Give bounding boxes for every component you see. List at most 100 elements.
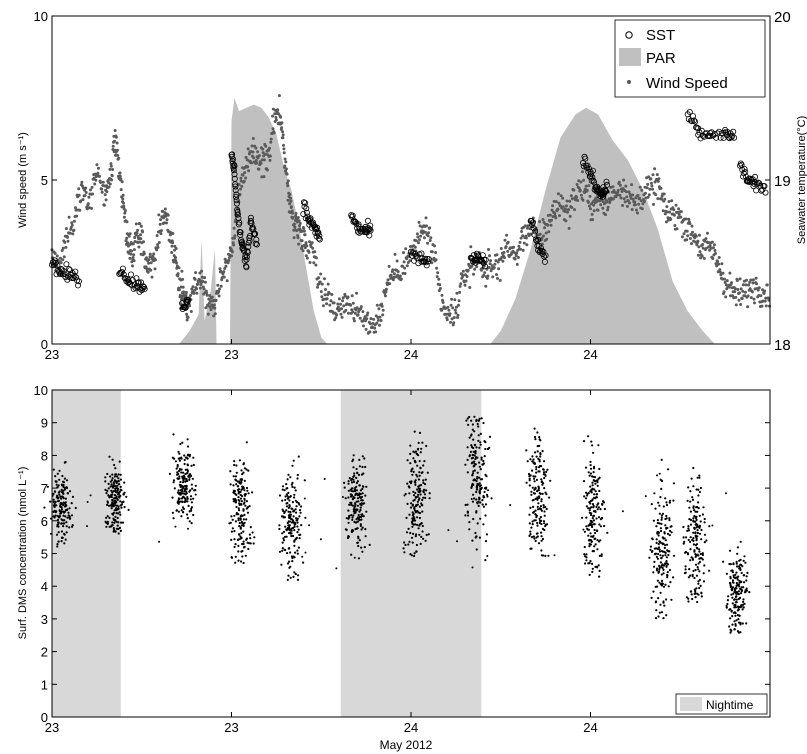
wind-speed-point (526, 226, 529, 230)
dms-point (700, 538, 703, 541)
dms-point (297, 501, 300, 505)
dms-point (349, 501, 352, 504)
wind-speed-point (251, 150, 255, 154)
wind-speed-point (379, 319, 383, 322)
sst-point (234, 208, 241, 215)
dms-point (178, 477, 181, 480)
wind-speed-point (630, 208, 634, 211)
dms-point (289, 510, 292, 514)
wind-speed-point (647, 193, 651, 197)
wind-speed-point (213, 312, 217, 316)
legend-night-label: Nightime (706, 698, 754, 712)
dms-point (60, 508, 64, 511)
dms-point (368, 543, 371, 547)
wind-speed-point (690, 242, 693, 246)
dms-point (468, 436, 471, 439)
dms-point (731, 581, 735, 584)
dms-point (64, 501, 67, 504)
dms-point (599, 518, 603, 521)
dms-point (478, 489, 481, 493)
dms-point (731, 569, 734, 572)
dms-point (293, 571, 296, 574)
top-y-axis-label: Wind speed (m s⁻¹) (17, 132, 29, 228)
wind-speed-point (458, 284, 462, 288)
wind-speed-point (207, 301, 211, 305)
dms-point (361, 455, 364, 458)
sst-point (238, 238, 245, 245)
wind-speed-point (189, 294, 192, 297)
wind-speed-point (145, 267, 149, 271)
dms-point (121, 521, 125, 524)
dms-point (298, 533, 301, 537)
dms-point (596, 481, 599, 484)
dms-point (232, 489, 236, 492)
wind-speed-point (745, 278, 748, 282)
sst-point (730, 128, 737, 135)
sst-point (535, 236, 542, 243)
wind-speed-point (250, 161, 254, 165)
dms-point (408, 540, 411, 543)
dms-point (528, 534, 531, 538)
wind-speed-point (677, 207, 681, 211)
dms-point (409, 506, 413, 509)
dms-point (598, 575, 601, 578)
dms-point (588, 573, 591, 577)
dms-point (656, 531, 659, 534)
wind-speed-point (763, 289, 767, 293)
wind-speed-point (132, 253, 136, 257)
wind-speed-point (426, 234, 430, 238)
dms-point (362, 472, 365, 475)
dms-point (293, 493, 296, 496)
dms-point (290, 518, 293, 521)
wind-speed-point (504, 245, 508, 249)
dms-point (696, 529, 699, 532)
dms-point (687, 600, 690, 603)
dms-point (470, 433, 473, 436)
wind-speed-point (193, 277, 197, 281)
dms-point (239, 497, 243, 500)
dms-point (422, 491, 425, 494)
dms-point (104, 488, 107, 491)
dms-point (588, 507, 592, 510)
wind-speed-point (451, 306, 455, 310)
dms-point (116, 487, 120, 490)
dms-point (360, 499, 363, 502)
dms-point (71, 525, 74, 528)
dms-point (662, 572, 665, 575)
dms-point (686, 499, 689, 502)
wind-speed-point (384, 290, 388, 294)
dms-point (355, 500, 358, 503)
wind-speed-point (630, 183, 634, 187)
dms-point (531, 523, 534, 526)
wind-speed-point (176, 274, 180, 278)
dms-point (587, 507, 590, 510)
dms-point (416, 488, 419, 491)
dms-point (736, 565, 739, 568)
dms-point (584, 555, 587, 558)
wind-speed-point (319, 272, 323, 276)
dms-point (695, 574, 699, 577)
wind-speed-point (674, 203, 678, 207)
x-tick-label: 24 (583, 347, 597, 362)
dms-point (243, 479, 246, 482)
dms-point (692, 517, 695, 520)
dms-point (248, 533, 251, 536)
sst-point (691, 117, 698, 124)
wind-speed-point (141, 230, 145, 234)
dms-point (185, 485, 188, 488)
dms-point (292, 575, 295, 579)
dms-point (413, 506, 416, 509)
wind-speed-point (743, 290, 747, 294)
sst-point (302, 199, 309, 206)
wind-speed-point (759, 294, 763, 298)
wind-speed-point (502, 251, 506, 254)
dms-point (486, 555, 489, 557)
dms-point (237, 544, 240, 548)
dms-point (742, 598, 745, 601)
wind-speed-point (450, 297, 454, 301)
dms-point (702, 580, 706, 583)
wind-speed-point (440, 308, 443, 312)
y-tick-label: 7 (41, 481, 48, 496)
dms-point (464, 463, 467, 466)
dms-point (194, 489, 197, 492)
